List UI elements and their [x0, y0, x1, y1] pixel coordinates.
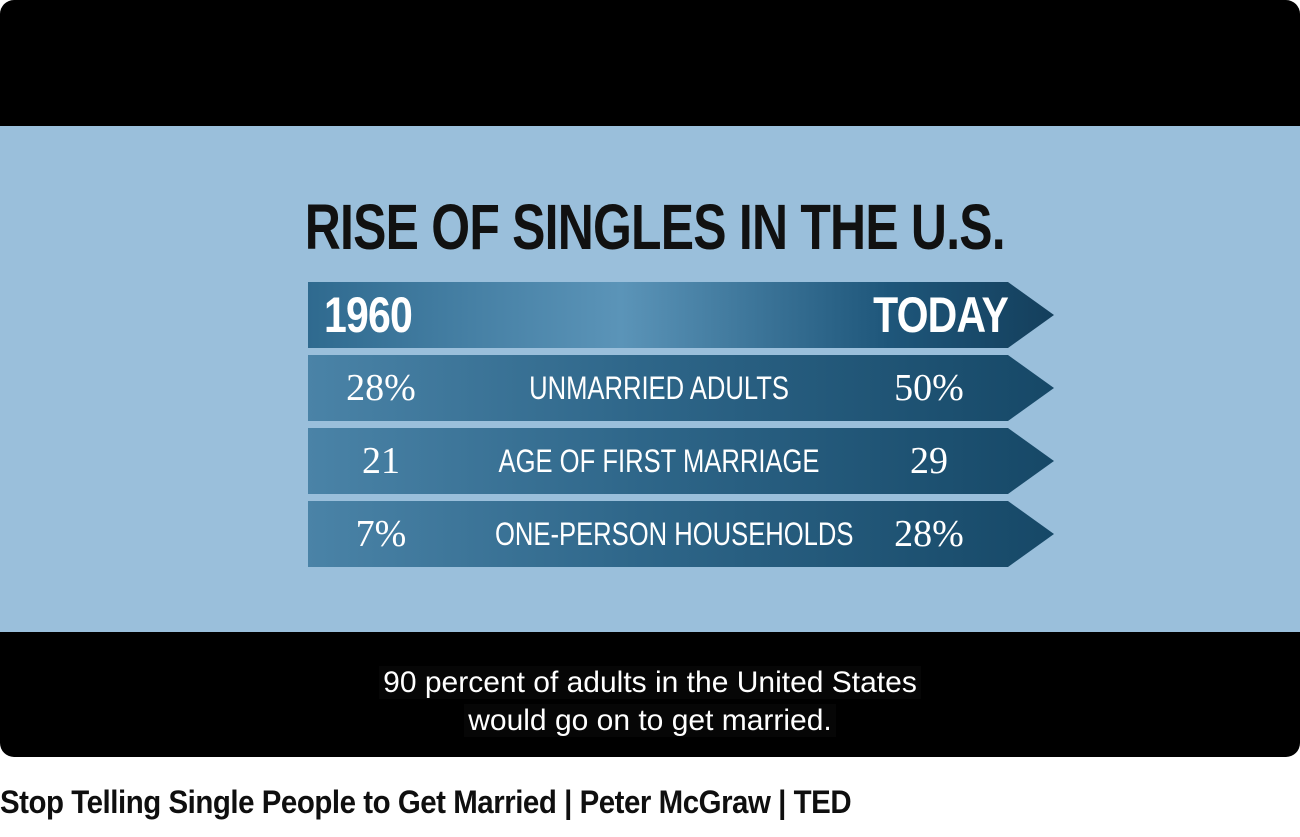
stat-row-unmarried-adults: 28% UNMARRIED ADULTS 50%: [308, 355, 1054, 421]
stat-label: AGE OF FIRST MARRIAGE: [498, 443, 820, 479]
stat-row-age-of-first-marriage: 21 AGE OF FIRST MARRIAGE 29: [308, 428, 1054, 494]
stat-label: ONE-PERSON HOUSEHOLDS: [495, 516, 854, 552]
header-today: TODAY: [873, 287, 1009, 343]
stat-label: UNMARRIED ADULTS: [529, 370, 789, 406]
video-frame-slide: RISE OF SINGLES IN THE U.S. 1960 TODAY 2…: [0, 126, 1300, 632]
header-1960: 1960: [324, 287, 413, 343]
stat-1960-value: 21: [362, 440, 400, 482]
stat-row-one-person-households: 7% ONE-PERSON HOUSEHOLDS 28%: [308, 501, 1054, 567]
caption-line-2: would go on to get married.: [464, 704, 836, 737]
slide-title: RISE OF SINGLES IN THE U.S.: [304, 191, 1006, 263]
caption-line-1: 90 percent of adults in the United State…: [379, 666, 921, 699]
subtitle-captions: 90 percent of adults in the United State…: [0, 664, 1300, 740]
header-arrow-row: 1960 TODAY: [308, 282, 1054, 348]
stat-today-value: 50%: [894, 367, 964, 409]
stat-today-value: 28%: [894, 513, 964, 555]
video-player[interactable]: RISE OF SINGLES IN THE U.S. 1960 TODAY 2…: [0, 0, 1300, 757]
stat-today-value: 29: [910, 440, 948, 482]
video-title[interactable]: Stop Telling Single People to Get Marrie…: [0, 784, 852, 820]
stat-1960-value: 7%: [355, 513, 407, 555]
stat-1960-value: 28%: [346, 367, 416, 409]
